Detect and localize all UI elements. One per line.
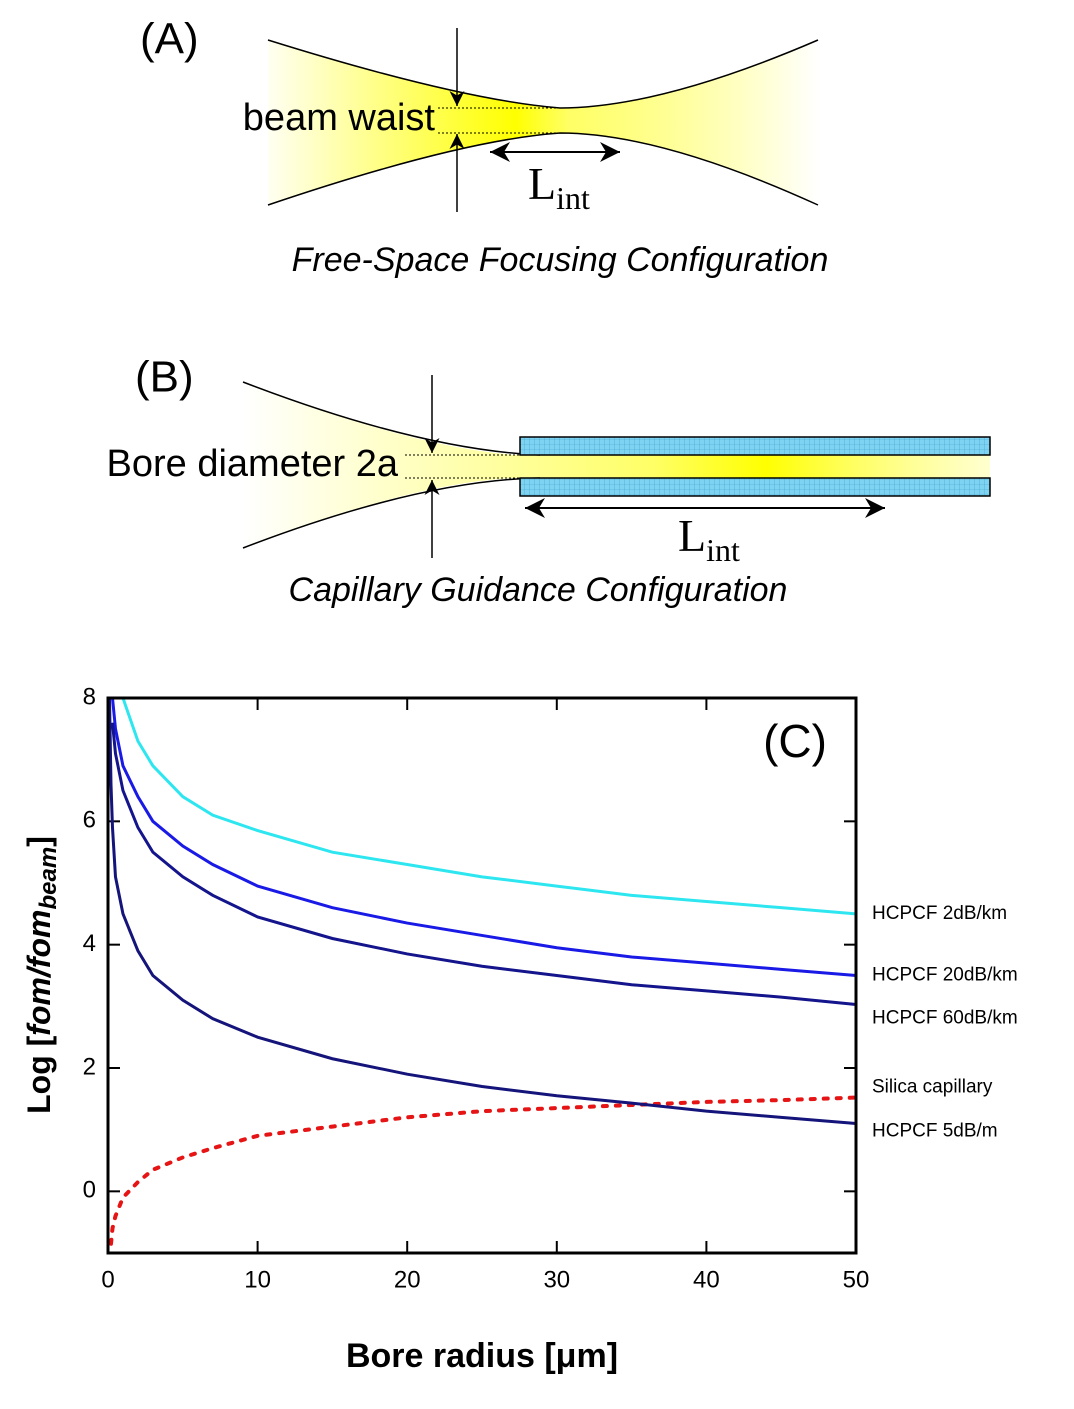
caption: Free-Space Focusing Configuration bbox=[292, 241, 829, 279]
x-tick-label: 20 bbox=[394, 1266, 421, 1293]
x-tick-label: 50 bbox=[843, 1266, 870, 1293]
series-line bbox=[121, 697, 857, 916]
panel-label: (B) bbox=[135, 353, 194, 402]
diagram-b: (B) Bore diameter 2a Lint Capillary Guid… bbox=[107, 353, 991, 609]
y-tick-label: 4 bbox=[83, 930, 96, 957]
annotation: (C) bbox=[763, 715, 827, 767]
beam bbox=[243, 382, 990, 548]
y-tick-label: 0 bbox=[83, 1177, 96, 1204]
label: beam waist bbox=[243, 97, 436, 139]
x-tick-label: 30 bbox=[543, 1266, 570, 1293]
length-label: Lint bbox=[528, 158, 590, 217]
plot-frame bbox=[106, 696, 858, 1255]
panel-label: (A) bbox=[140, 15, 199, 64]
x-tick-label: 40 bbox=[693, 1266, 720, 1293]
caption: Capillary Guidance Configuration bbox=[289, 571, 788, 609]
x-tick-label: 10 bbox=[244, 1266, 271, 1293]
x-axis-label: Bore radius [μm] bbox=[346, 1337, 618, 1375]
series-line bbox=[108, 1095, 858, 1246]
chart: (C) Bore radius [μm] Log [fom/fombeam] 0… bbox=[21, 683, 1017, 1375]
x-tick-label: 0 bbox=[101, 1266, 114, 1293]
series-label: HCPCF 2dB/km bbox=[872, 903, 1007, 924]
series-label: HCPCF 5dB/m bbox=[872, 1121, 998, 1142]
length-label: Lint bbox=[678, 510, 740, 569]
series-label: Silica capillary bbox=[872, 1077, 993, 1098]
label: Bore diameter 2a bbox=[107, 443, 399, 485]
series-line bbox=[108, 697, 857, 1125]
y-axis-label: Log [fom/fombeam] bbox=[21, 836, 62, 1114]
capillary-wall bbox=[519, 436, 991, 456]
series-label: HCPCF 20dB/km bbox=[872, 965, 1018, 986]
beam-edge bbox=[242, 477, 541, 549]
beam bbox=[268, 40, 818, 205]
series-label: HCPCF 60dB/km bbox=[872, 1007, 1018, 1028]
y-tick-label: 8 bbox=[83, 683, 96, 710]
series-line bbox=[110, 697, 857, 977]
capillary-wall bbox=[519, 477, 991, 497]
diagram-a: (A) beam waist Lint Free-Space Focusing … bbox=[140, 15, 828, 279]
beam-edge bbox=[242, 381, 541, 456]
series-line bbox=[110, 722, 857, 1006]
y-tick-label: 6 bbox=[83, 807, 96, 834]
y-tick-label: 2 bbox=[83, 1053, 96, 1080]
